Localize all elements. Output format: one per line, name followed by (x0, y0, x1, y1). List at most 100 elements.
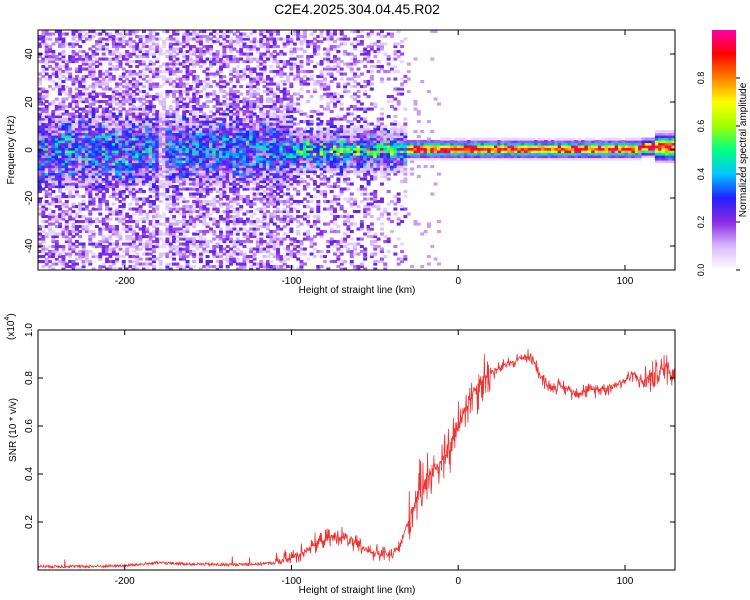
heatmap-cell (88, 142, 93, 146)
heatmap-cell (148, 245, 153, 249)
heatmap-cell (152, 42, 156, 46)
heatmap-cell (229, 167, 234, 171)
heatmap-cell (245, 137, 250, 141)
heatmap-cell (225, 185, 230, 189)
heatmap-cell (101, 240, 106, 244)
heatmap-cell (162, 212, 166, 216)
heatmap-cell (219, 260, 223, 264)
heatmap-cell (54, 197, 59, 201)
heatmap-cell (202, 172, 207, 176)
heatmap-cell (71, 137, 76, 141)
heatmap-cell (61, 165, 66, 169)
heatmap-cell (38, 175, 42, 179)
heatmap-cell (269, 77, 274, 81)
heatmap-cell (242, 167, 247, 171)
heatmap-cell (81, 30, 86, 34)
heatmap-cell (232, 75, 237, 79)
heatmap-cell (108, 35, 113, 39)
heatmap-cell (276, 217, 280, 221)
heatmap-cell (165, 77, 170, 81)
heatmap-cell (148, 45, 153, 49)
heatmap-cell (172, 70, 177, 74)
heatmap-cell (215, 200, 220, 204)
heatmap-cell (84, 132, 89, 136)
heatmap-cell (252, 67, 257, 71)
heatmap-cell (195, 202, 200, 206)
heatmap-cell (48, 225, 53, 229)
heatmap-cell (91, 112, 96, 116)
heatmap-cell (118, 122, 123, 126)
heatmap-cell (175, 52, 180, 56)
heatmap-cell (195, 92, 200, 96)
heatmap-cell (266, 142, 270, 146)
heatmap-cell (125, 42, 130, 46)
heatmap-cell (205, 240, 210, 244)
heatmap-cell (259, 157, 264, 161)
heatmap-cell (128, 55, 133, 59)
heatmap-cell (185, 127, 190, 131)
heatmap-cell (158, 130, 163, 134)
heatmap-cell (128, 155, 133, 159)
heatmap-cell (135, 167, 140, 171)
heatmap-cell (215, 110, 220, 114)
heatmap-cell (165, 255, 170, 259)
heatmap-cell (101, 77, 106, 81)
heatmap-cell (279, 50, 284, 54)
heatmap-cell (286, 220, 291, 224)
heatmap-cell (266, 192, 270, 196)
heatmap-cell (44, 195, 49, 199)
heatmap-cell (128, 75, 133, 79)
heatmap-cell (131, 132, 136, 136)
heatmap-cell (44, 190, 49, 194)
heatmap-cell (155, 212, 160, 216)
heatmap-cell (152, 140, 156, 144)
heatmap-cell (202, 140, 207, 144)
heatmap-cell (61, 185, 66, 189)
heatmap-cell (121, 170, 126, 174)
heatmap-cell (131, 107, 136, 111)
heatmap-cell (242, 177, 247, 181)
heatmap-cell (98, 195, 103, 199)
heatmap-cell (172, 197, 177, 201)
heatmap-cell (88, 250, 93, 254)
heatmap-cell (158, 185, 163, 189)
heatmap-cell (128, 30, 133, 34)
heatmap-cell (125, 220, 130, 224)
heatmap-cell (172, 155, 177, 159)
heatmap-cell (266, 42, 270, 46)
heatmap-cell (138, 37, 143, 41)
heatmap-cell (84, 122, 89, 126)
heatmap-cell (54, 155, 59, 159)
heatmap-cell (44, 200, 49, 204)
heatmap-cell (175, 145, 180, 149)
heatmap-cell (259, 55, 264, 59)
heatmap-cell (128, 140, 133, 144)
heatmap-cell (202, 142, 207, 146)
heatmap-cell (178, 117, 183, 121)
heatmap-cell (232, 117, 237, 121)
heatmap-cell (135, 112, 140, 116)
heatmap-cell (61, 160, 66, 164)
heatmap-cell (91, 75, 96, 79)
heatmap-cell (202, 70, 207, 74)
heatmap-cell (135, 132, 140, 136)
heatmap-cell (128, 95, 133, 99)
heatmap-cell (188, 240, 193, 244)
heatmap-cell (192, 50, 197, 54)
heatmap-cell (245, 220, 250, 224)
heatmap-cell (108, 250, 113, 254)
heatmap-cell (128, 230, 133, 234)
heatmap-cell (125, 152, 130, 156)
heatmap-cell (135, 30, 140, 34)
heatmap-cell (128, 135, 133, 139)
heatmap-cell (245, 67, 250, 71)
heatmap-cell (162, 160, 166, 164)
heatmap-cell (131, 152, 136, 156)
heatmap-cell (232, 177, 237, 181)
heatmap-cell (38, 250, 42, 254)
heatmap-cell (249, 232, 254, 236)
heatmap-cell (48, 115, 53, 119)
heatmap-cell (252, 85, 257, 89)
heatmap-cell (74, 177, 79, 181)
heatmap-cell (286, 235, 291, 239)
